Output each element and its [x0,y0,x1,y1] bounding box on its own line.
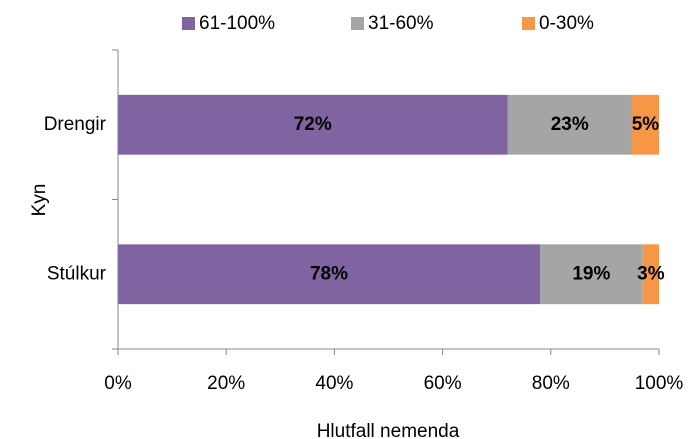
data-label: 23% [551,114,589,135]
x-tick-label: 100% [635,373,684,394]
bar-segment [539,244,643,305]
bar-segment [642,244,659,305]
y-tick-label: Stúlkur [47,263,107,284]
legend-swatch [351,17,364,30]
x-axis-title: Hlutfall nemenda [317,421,460,439]
x-tick-label: 0% [104,373,132,394]
data-label: 72% [294,114,332,135]
x-tick-label: 60% [424,373,462,394]
legend-label: 31-60% [368,13,434,34]
y-tick-label: Drengir [44,114,107,135]
x-tick-label: 80% [532,373,570,394]
bar-segment [118,94,508,155]
legend-swatch [522,17,535,30]
bar-segment [631,94,659,155]
data-label: 5% [632,114,660,135]
legend-label: 0-30% [539,13,594,34]
data-label: 3% [637,263,665,284]
bar-segment [118,244,540,305]
x-tick-label: 20% [207,373,245,394]
data-label: 78% [310,263,348,284]
data-label: 19% [572,263,610,284]
legend-swatch [182,17,195,30]
bar-segment [507,94,632,155]
legend-label: 61-100% [199,13,275,34]
y-axis-title: Kyn [29,184,50,217]
x-tick-label: 40% [315,373,353,394]
